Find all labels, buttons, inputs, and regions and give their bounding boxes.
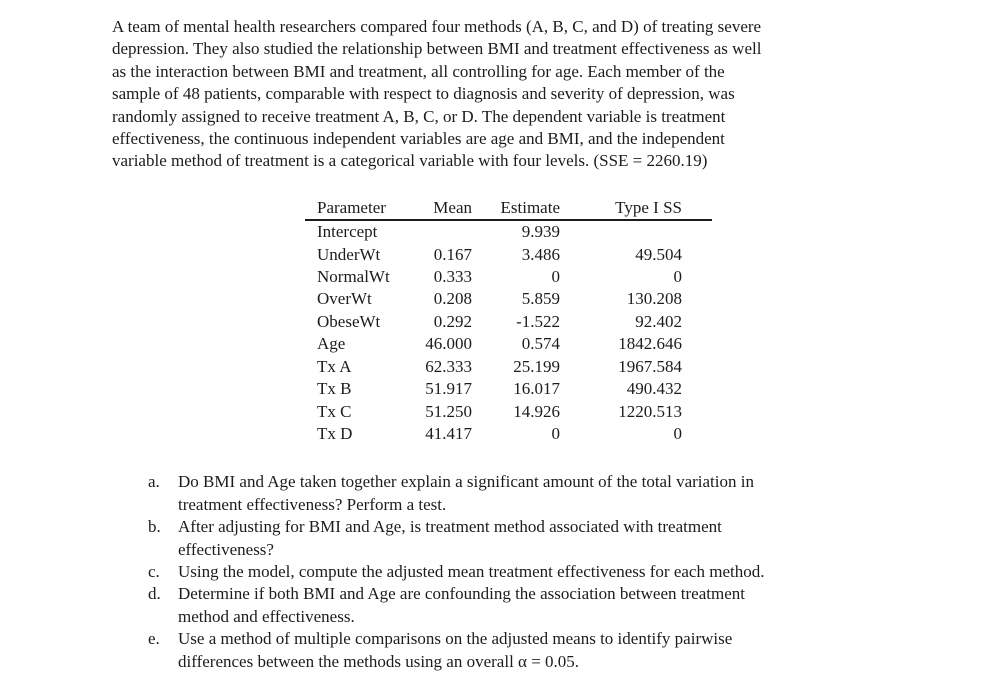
question-list: a. Do BMI and Age taken together explain … <box>148 471 999 673</box>
cell-parameter: OverWt <box>317 289 372 309</box>
cell-mean <box>423 220 472 243</box>
cell-estimate: 0.574 <box>521 334 560 354</box>
cell-estimate: 5.859 <box>521 289 560 309</box>
col-header-mean: Mean <box>423 196 472 222</box>
problem-statement: A team of mental health researchers comp… <box>112 17 762 171</box>
table-row: Tx B 51.917 16.017 490.432 <box>305 378 712 400</box>
question-item-a: a. Do BMI and Age taken together explain … <box>148 471 999 516</box>
cell-type1ss: 490.432 <box>626 379 682 399</box>
question-marker: c. <box>148 561 160 581</box>
cell-parameter: Intercept <box>317 222 378 242</box>
cell-type1ss: 49.504 <box>635 244 682 264</box>
cell-estimate: 14.926 <box>513 401 560 421</box>
parameter-table: Parameter Mean Estimate Type I SS Interc… <box>305 196 712 445</box>
question-item-e: e. Use a method of multiple comparisons o… <box>148 628 999 673</box>
cell-type1ss: 0 <box>673 423 683 443</box>
table-row: OverWt 0.208 5.859 130.208 <box>305 288 712 310</box>
cell-estimate: 25.199 <box>513 356 560 376</box>
table-body: Intercept 9.939 UnderWt 0.167 3.486 49.504 Nor… <box>305 220 712 445</box>
table-head: Parameter Mean Estimate Type I SS <box>305 196 712 222</box>
table-row: ObeseWt 0.292 -1.522 92.402 <box>305 311 712 333</box>
cell-type1ss: 92.402 <box>635 311 682 331</box>
cell-type1ss: 1967.584 <box>618 356 682 376</box>
question-text: Do BMI and Age taken together explain a … <box>178 472 754 514</box>
question-text: Determine if both BMI and Age are confou… <box>178 584 745 626</box>
question-marker: a. <box>148 472 160 492</box>
question-text: Using the model, compute the adjusted me… <box>178 561 765 581</box>
cell-type1ss: 130.208 <box>626 289 682 309</box>
question-marker: d. <box>148 584 161 604</box>
question-text: After adjusting for BMI and Age, is trea… <box>178 517 722 559</box>
cell-parameter: Age <box>317 334 346 354</box>
cell-mean: 51.917 <box>425 379 472 399</box>
cell-mean: 0.167 <box>433 244 472 264</box>
cell-mean: 46.000 <box>425 334 472 354</box>
cell-type1ss: 1220.513 <box>618 401 682 421</box>
cell-mean: 51.250 <box>425 401 472 421</box>
cell-parameter: Tx C <box>317 401 352 421</box>
cell-type1ss: 1842.646 <box>618 334 682 354</box>
cell-estimate: 9.939 <box>521 222 560 242</box>
question-item-b: b. After adjusting for BMI and Age, is tr… <box>148 516 999 561</box>
cell-mean: 62.333 <box>425 356 472 376</box>
table-row: Age 46.000 0.574 1842.646 <box>305 333 712 355</box>
cell-parameter: Tx A <box>317 356 352 376</box>
table-header-row: Parameter Mean Estimate Type I SS <box>305 196 712 222</box>
cell-estimate: 0 <box>551 267 561 287</box>
table-row: Intercept 9.939 <box>305 220 712 243</box>
cell-mean: 0.292 <box>433 311 472 331</box>
cell-parameter: Tx B <box>317 379 352 399</box>
cell-type1ss <box>560 220 712 243</box>
col-header-type1ss: Type I SS <box>560 196 712 222</box>
cell-parameter: NormalWt <box>317 267 390 287</box>
cell-estimate: 3.486 <box>521 244 560 264</box>
question-text: Use a method of multiple comparisons on … <box>178 629 733 671</box>
question-marker: e. <box>148 629 160 649</box>
question-marker: b. <box>148 517 161 537</box>
document-page: A team of mental health researchers comp… <box>0 16 999 700</box>
cell-mean: 41.417 <box>425 423 472 443</box>
cell-mean: 0.333 <box>433 267 472 287</box>
cell-estimate: -1.522 <box>516 311 560 331</box>
table-row: UnderWt 0.167 3.486 49.504 <box>305 244 712 266</box>
cell-parameter: UnderWt <box>317 244 381 264</box>
table-row: Tx A 62.333 25.199 1967.584 <box>305 356 712 378</box>
col-header-estimate: Estimate <box>472 196 560 222</box>
table-row: NormalWt 0.333 0 0 <box>305 266 712 288</box>
cell-estimate: 0 <box>551 423 561 443</box>
cell-type1ss: 0 <box>673 267 683 287</box>
question-item-c: c. Using the model, compute the adjusted … <box>148 561 999 583</box>
col-header-parameter: Parameter <box>305 196 423 222</box>
question-item-d: d. Determine if both BMI and Age are conf… <box>148 583 999 628</box>
table-row: Tx D 41.417 0 0 <box>305 423 712 445</box>
cell-estimate: 16.017 <box>513 379 560 399</box>
cell-parameter: ObeseWt <box>317 311 381 331</box>
cell-mean: 0.208 <box>433 289 472 309</box>
cell-parameter: Tx D <box>317 423 353 443</box>
table-row: Tx C 51.250 14.926 1220.513 <box>305 401 712 423</box>
